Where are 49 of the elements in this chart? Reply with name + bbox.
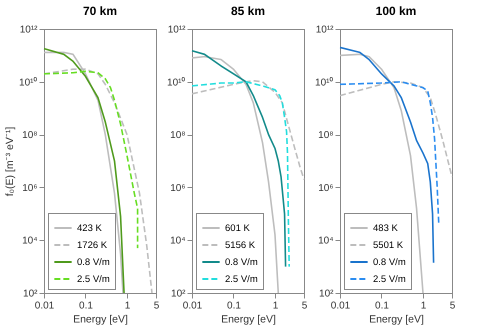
y-tick-label: 10⁸ bbox=[318, 130, 334, 142]
y-tick-label: 10⁴ bbox=[318, 236, 334, 247]
x-tick-label: 0.01 bbox=[34, 300, 55, 312]
x-tick-label: 0.1 bbox=[227, 300, 242, 312]
x-tick-label: 0.01 bbox=[330, 300, 351, 312]
y-tick-label: 10⁶ bbox=[22, 182, 38, 194]
chart-title: 85 km bbox=[230, 4, 266, 18]
legend-label: 1726 K bbox=[77, 240, 108, 251]
y-tick-label: 10¹⁰ bbox=[315, 76, 334, 88]
x-tick-label: 0.01 bbox=[182, 300, 203, 312]
chart-title: 100 km bbox=[376, 4, 416, 18]
y-axis-title: f₀(E) [m⁻³ eV⁻¹] bbox=[4, 126, 16, 196]
y-tick-label: 10¹² bbox=[20, 24, 38, 36]
chart-title: 70 km bbox=[82, 4, 118, 18]
legend-label: 0.8 V/m bbox=[225, 257, 258, 268]
x-tick-label: 1 bbox=[420, 300, 427, 312]
y-tick-label: 10² bbox=[171, 288, 186, 300]
legend-label: 2.5 V/m bbox=[77, 274, 110, 285]
x-tick-label: 5 bbox=[450, 300, 456, 312]
y-tick-label: 10¹⁰ bbox=[19, 76, 38, 88]
x-tick-label: 0.1 bbox=[79, 300, 94, 312]
legend-label: 0.8 V/m bbox=[373, 257, 406, 268]
y-tick-label: 10⁴ bbox=[22, 236, 38, 247]
legend-label: 5501 K bbox=[373, 240, 404, 251]
legend-label: 423 K bbox=[77, 223, 102, 234]
legend-label: 2.5 V/m bbox=[225, 274, 258, 285]
y-tick-label: 10⁶ bbox=[318, 182, 334, 194]
legend-label: 2.5 V/m bbox=[373, 274, 406, 285]
y-tick-label: 10² bbox=[319, 288, 334, 300]
y-tick-label: 10⁴ bbox=[170, 236, 186, 247]
legend-label: 483 K bbox=[373, 223, 398, 234]
y-tick-label: 10⁸ bbox=[170, 130, 186, 142]
legend-label: 5156 K bbox=[225, 240, 256, 251]
y-tick-label: 10⁸ bbox=[22, 130, 38, 142]
y-tick-label: 10¹² bbox=[316, 24, 334, 36]
x-tick-label: 1 bbox=[272, 300, 279, 312]
x-axis-title: Energy [eV] bbox=[369, 314, 424, 326]
legend-label: 0.8 V/m bbox=[77, 257, 110, 268]
y-tick-label: 10¹⁰ bbox=[167, 76, 186, 88]
legend-label: 601 K bbox=[225, 223, 250, 234]
x-axis-title: Energy [eV] bbox=[221, 314, 276, 326]
y-tick-label: 10² bbox=[23, 288, 38, 300]
y-tick-label: 10¹² bbox=[168, 24, 186, 36]
x-tick-label: 5 bbox=[302, 300, 308, 312]
x-axis-title: Energy [eV] bbox=[73, 314, 128, 326]
x-tick-label: 1 bbox=[124, 300, 131, 312]
x-tick-label: 0.1 bbox=[375, 300, 390, 312]
x-tick-label: 5 bbox=[154, 300, 160, 312]
y-tick-label: 10⁶ bbox=[170, 182, 186, 194]
